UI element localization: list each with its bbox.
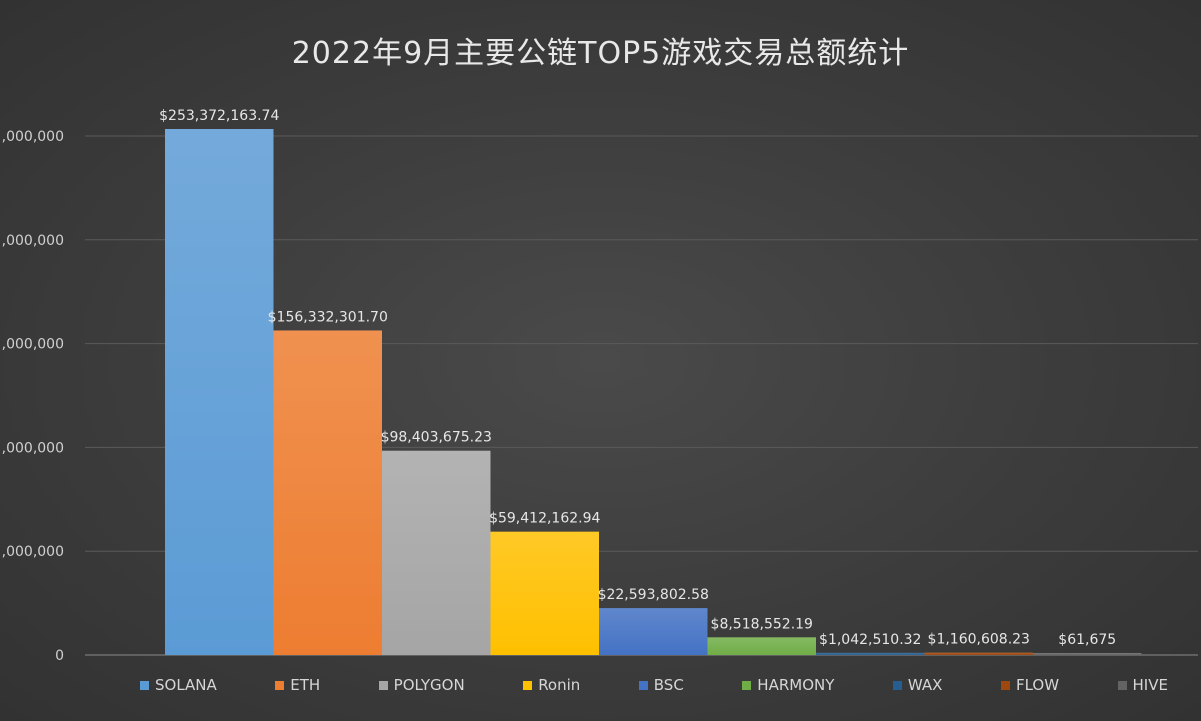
legend-swatch (1117, 680, 1127, 690)
legend-item-solana: SOLANA (140, 676, 217, 694)
y-tick-label: ,000,000 (2, 440, 64, 456)
data-label-solana: $253,372,163.74 (159, 108, 279, 124)
y-axis-tick-labels: 0 ,000,000 ,000,000 ,000,000 ,000,000 ,000,00… (2, 129, 64, 664)
legend-swatch (378, 680, 388, 690)
bar-flow (924, 652, 1033, 655)
data-label-ronin: $59,412,162.94 (489, 511, 600, 527)
bar-wax (816, 652, 925, 655)
data-label-flow: $1,160,608.23 (928, 632, 1030, 648)
data-label-harmony: $8,518,552.19 (711, 616, 813, 632)
data-label-polygon: $98,403,675.23 (381, 430, 492, 446)
bar-polygon (382, 450, 491, 655)
y-tick-label: ,000,000 (2, 544, 64, 560)
legend-swatch (1000, 680, 1010, 690)
legend-swatch (638, 680, 648, 690)
legend-label: HARMONY (757, 676, 835, 694)
legend-item-harmony: HARMONY (742, 676, 834, 694)
bar-bsc (599, 608, 708, 655)
legend-swatch (892, 680, 902, 690)
y-tick-label: ,000,000 (2, 129, 64, 145)
legend-label: POLYGON (393, 676, 465, 694)
y-tick-label: ,000,000 (2, 233, 64, 249)
legend-swatch (140, 680, 149, 690)
legend: SOLANA ETH POLYGON Ronin BSC HARMONY WAX FLOW HI… (140, 674, 1180, 696)
legend-label: FLOW (1015, 676, 1060, 694)
bars (165, 128, 1142, 655)
legend-label: Ronin (538, 676, 581, 694)
y-tick-label: ,000,000 (2, 337, 64, 353)
data-labels: $253,372,163.74 $156,332,301.70 $98,403,67… (159, 108, 1116, 648)
legend-label: WAX (907, 676, 943, 694)
legend-item-wax: WAX (892, 676, 943, 694)
legend-item-polygon: POLYGON (378, 676, 465, 694)
y-tick-label: 0 (55, 648, 64, 664)
bar-eth (273, 330, 382, 655)
legend-swatch (275, 680, 285, 690)
chart-title: 2022年9月主要公链TOP5游戏交易总额统计 (291, 36, 910, 71)
legend-item-flow: FLOW (1000, 676, 1060, 694)
bar-hive (1033, 653, 1142, 655)
legend-item-ronin: Ronin (523, 676, 580, 694)
data-label-eth: $156,332,301.70 (268, 309, 388, 325)
legend-label: SOLANA (155, 676, 217, 694)
legend-swatch (742, 680, 752, 690)
data-label-bsc: $22,593,802.58 (598, 587, 709, 603)
legend-label: ETH (290, 676, 321, 694)
legend-swatch (523, 680, 533, 690)
legend-label: HIVE (1132, 676, 1168, 694)
legend-item-eth: ETH (275, 676, 320, 694)
bar-ronin (490, 531, 599, 655)
bar-harmony (707, 637, 816, 655)
bar-solana (165, 128, 274, 655)
legend-label: BSC (653, 676, 684, 694)
legend-item-hive: HIVE (1117, 676, 1168, 694)
data-label-wax: $1,042,510.32 (819, 632, 921, 648)
data-label-hive: $61,675 (1058, 632, 1116, 648)
legend-item-bsc: BSC (638, 676, 684, 694)
